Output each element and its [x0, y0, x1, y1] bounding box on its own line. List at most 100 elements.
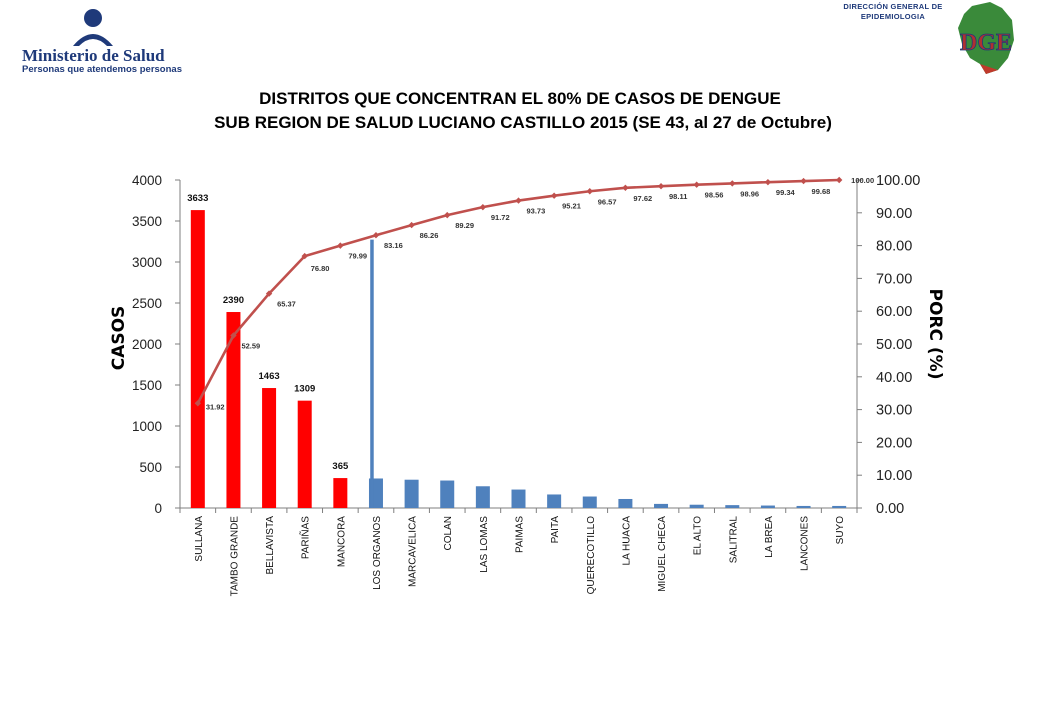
y2-tick-label: 40.00 — [876, 370, 912, 386]
bar-colan — [440, 480, 455, 508]
line-point — [372, 232, 380, 239]
bar-querecotillo — [582, 496, 597, 508]
line-point — [444, 211, 451, 219]
line-value-label: 100.00 — [851, 176, 874, 185]
cumulative-line — [196, 178, 840, 404]
y2-tick-label: 50.00 — [876, 337, 912, 353]
category-label: EL ALTO — [693, 516, 704, 556]
category-label: LAS LOMAS — [479, 516, 490, 573]
y-tick-label: 3500 — [132, 214, 162, 229]
category-label: LA HUACA — [621, 516, 632, 566]
line-value-label: 99.34 — [776, 188, 796, 197]
y2-tick-label: 20.00 — [876, 435, 912, 451]
category-label: TAMBO GRANDE — [229, 516, 240, 597]
line-value-label: 93.73 — [527, 207, 546, 216]
dge-logo-letters: DGE — [960, 30, 1012, 56]
bar-tambo-grande — [226, 312, 241, 508]
y-tick-label: 2500 — [132, 296, 162, 311]
y-tick-label: 1000 — [132, 419, 162, 434]
line-value-label: 83.16 — [384, 241, 403, 250]
chart-labels: 3633 2390 1463 1309 365 31.92 52.59 65.37 76.80 7… — [187, 176, 874, 472]
bar-value-label: 365 — [332, 461, 349, 472]
category-label: SUYO — [835, 516, 846, 545]
category-label: COLAN — [443, 516, 454, 550]
cumulative-line-series — [194, 176, 843, 407]
bar-paimas — [511, 489, 526, 508]
bar-la-huaca — [618, 498, 633, 508]
org-tagline: Personas que atendemos personas — [22, 64, 182, 75]
category-label: SULLANA — [194, 516, 205, 562]
bar-mancora — [333, 478, 348, 508]
y2-tick-label: 100.00 — [876, 173, 920, 189]
bar-paita — [547, 494, 562, 508]
line-point — [622, 184, 629, 192]
line-value-label: 98.96 — [740, 189, 759, 198]
bar-series — [190, 210, 847, 508]
line-point — [515, 197, 522, 204]
y2-tick-label: 80.00 — [876, 239, 912, 255]
y-tick-label: 4000 — [132, 173, 162, 188]
bar-el-alto — [689, 504, 704, 508]
category-label: QUERECOTILLO — [586, 516, 597, 595]
line-value-label: 52.59 — [241, 342, 260, 351]
y2-axis-title: PORC (%) — [925, 289, 945, 380]
line-value-label: 99.68 — [812, 187, 831, 196]
dge-logo: DGE — [958, 2, 1014, 74]
ministerio-de-salud-logo — [73, 9, 113, 46]
line-point — [194, 400, 202, 407]
category-label: LANCONES — [800, 516, 811, 571]
line-point — [729, 180, 736, 187]
category-label: PAITA — [550, 516, 561, 544]
dge-line-2: EPIDEMIOLOGIA — [860, 12, 926, 21]
bar-suyo — [832, 505, 847, 508]
line-value-label: 76.80 — [311, 264, 330, 273]
peru-map-icon — [958, 2, 1014, 74]
line-point — [586, 188, 593, 195]
bar-sullana — [190, 210, 205, 508]
y2-tick-label: 60.00 — [876, 304, 912, 320]
line-value-label: 86.26 — [420, 231, 439, 240]
line-point — [693, 181, 700, 188]
y2-tick-label: 10.00 — [876, 468, 912, 484]
bar-las-lomas — [475, 486, 490, 508]
bar-salitral — [725, 505, 740, 508]
y2-tick-label: 90.00 — [876, 206, 912, 222]
line-point — [265, 290, 273, 297]
y-tick-label: 1500 — [132, 378, 162, 393]
line-point — [800, 177, 807, 185]
y-tick-label: 500 — [139, 460, 162, 475]
bar-miguel-checa — [654, 503, 669, 508]
y-tick-label: 3000 — [132, 255, 162, 270]
y-axis-title: CASOS — [109, 306, 129, 371]
y2-tick-label: 30.00 — [876, 403, 912, 419]
dge-line-1: DIRECCIÓN GENERAL DE — [843, 2, 943, 11]
line-value-label: 97.62 — [633, 194, 652, 203]
line-value-label: 89.29 — [455, 221, 474, 230]
line-point — [479, 203, 487, 211]
org-name: Ministerio de Salud — [22, 46, 165, 65]
chart-title: DISTRITOS QUE CONCENTRAN EL 80% DE CASOS… — [259, 89, 781, 108]
bar-la-brea — [760, 505, 775, 508]
dge-header-text: DIRECCIÓN GENERAL DE EPIDEMIOLOGIA — [830, 2, 956, 22]
category-label: MIGUEL CHECA — [657, 516, 668, 592]
line-point — [550, 192, 558, 199]
line-value-label: 31.92 — [206, 402, 225, 411]
line-value-label: 65.37 — [277, 300, 296, 309]
line-point — [301, 252, 308, 260]
line-value-label: 91.72 — [491, 213, 510, 222]
line-point — [230, 332, 237, 339]
line-value-label: 95.21 — [562, 202, 581, 211]
y-tick-label: 2000 — [132, 337, 162, 352]
bar-value-label: 3633 — [187, 193, 208, 204]
line-point — [408, 221, 415, 229]
category-label: LA BREA — [764, 516, 775, 558]
bar-pariñas — [297, 400, 312, 508]
category-label: PARIÑAS — [299, 516, 312, 559]
category-label: MARCAVELICA — [408, 516, 419, 587]
line-point — [337, 242, 344, 249]
category-label: MANCORA — [336, 516, 347, 567]
category-label: LOS ORGANOS — [372, 516, 383, 590]
line-point — [657, 182, 665, 190]
category-label: BELLAVISTA — [265, 516, 276, 575]
